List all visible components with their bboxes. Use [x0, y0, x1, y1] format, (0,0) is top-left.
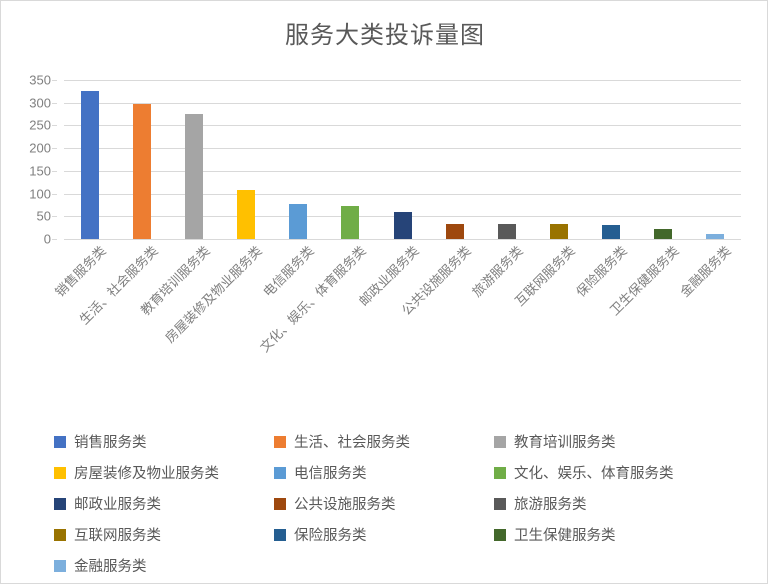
legend-item[interactable]: 邮政业服务类: [54, 493, 274, 514]
legend-item[interactable]: 房屋装修及物业服务类: [54, 462, 274, 483]
legend-item-label: 销售服务类: [74, 435, 147, 451]
legend-item-label: 旅游服务类: [514, 497, 587, 513]
gridline: [64, 80, 741, 81]
y-axis-tick-mark: [52, 239, 57, 240]
y-axis-tick-label: 0: [43, 231, 51, 247]
y-axis-tick-mark: [52, 102, 57, 104]
legend-item[interactable]: 销售服务类: [54, 431, 274, 452]
bar[interactable]: [133, 104, 152, 239]
bar[interactable]: [185, 114, 204, 239]
y-axis-tick-label: 250: [29, 117, 51, 133]
bar[interactable]: [653, 229, 672, 239]
legend-item[interactable]: 金融服务类: [54, 555, 274, 576]
y-axis-tick-label: 50: [36, 208, 51, 224]
x-axis-tick-label: 金融服务类: [677, 243, 734, 300]
y-axis-tick-label: 100: [29, 186, 51, 202]
legend-item[interactable]: 公共设施服务类: [274, 493, 494, 514]
legend-item-label: 房屋装修及物业服务类: [74, 466, 219, 482]
bar[interactable]: [341, 206, 360, 239]
legend-item[interactable]: 卫生保健服务类: [494, 524, 734, 545]
gridline: [64, 193, 741, 195]
legend-swatch-icon: [274, 497, 286, 510]
gridline: [64, 102, 741, 104]
bar[interactable]: [289, 204, 308, 239]
legend-item[interactable]: 教育培训服务类: [494, 431, 734, 452]
legend-item-label: 教育培训服务类: [514, 435, 616, 451]
legend-swatch-icon: [274, 435, 286, 448]
legend-item[interactable]: 旅游服务类: [494, 493, 734, 514]
legend-item-label: 文化、娱乐、体育服务类: [514, 466, 674, 482]
legend-item-label: 保险服务类: [294, 528, 367, 544]
y-axis-tick-mark: [52, 216, 57, 218]
gridline: [64, 148, 741, 150]
bar[interactable]: [237, 190, 256, 239]
legend-item-label: 卫生保健服务类: [514, 528, 616, 544]
legend-item-label: 金融服务类: [74, 559, 147, 575]
bar[interactable]: [393, 212, 412, 239]
x-axis-tick-label: 房屋装修及物业服务类: [162, 243, 265, 346]
legend-swatch-icon: [54, 559, 66, 572]
bar[interactable]: [601, 225, 620, 239]
legend-swatch-icon: [494, 435, 506, 448]
y-axis-tick-label: 150: [29, 163, 51, 179]
y-axis-tick-mark: [52, 170, 57, 172]
plot-wrapper: 350 300 250 200 150 100 50 0 销售服务类 生活、社会服务类 教育培训服…: [1, 1, 768, 421]
legend-swatch-icon: [274, 466, 286, 479]
legend-swatch-icon: [494, 528, 506, 541]
bars-layer: [64, 80, 741, 239]
bar[interactable]: [81, 91, 100, 239]
y-axis-tick-label: 350: [29, 72, 51, 88]
gridline: [64, 170, 741, 172]
y-axis: 350 300 250 200 150 100 50 0: [13, 73, 57, 247]
gridline: [64, 239, 741, 240]
legend-item[interactable]: 生活、社会服务类: [274, 431, 494, 452]
legend-item-label: 生活、社会服务类: [294, 435, 410, 451]
legend-item[interactable]: 文化、娱乐、体育服务类: [494, 462, 734, 483]
y-axis-tick-label: 200: [29, 140, 51, 156]
bar[interactable]: [705, 234, 724, 239]
legend-item-label: 邮政业服务类: [74, 497, 161, 513]
legend-item[interactable]: 电信服务类: [274, 462, 494, 483]
legend-swatch-icon: [494, 466, 506, 479]
chart-legend: 销售服务类 生活、社会服务类 教育培训服务类房屋装修及物业服务类 电信服务类 文化、娱乐…: [54, 426, 754, 581]
legend-swatch-icon: [54, 528, 66, 541]
bar[interactable]: [497, 223, 516, 239]
legend-swatch-icon: [274, 528, 286, 541]
bar[interactable]: [549, 224, 568, 239]
legend-swatch-icon: [494, 497, 506, 510]
legend-item-label: 电信服务类: [294, 466, 367, 482]
y-axis-tick-mark: [52, 148, 57, 150]
legend-item-label: 公共设施服务类: [294, 497, 396, 513]
chart-title: 服务大类投诉量图: [285, 22, 485, 49]
legend-swatch-icon: [54, 466, 66, 479]
x-axis: 销售服务类 生活、社会服务类 教育培训服务类 房屋装修及物业服务类 电信服务类 文化、娱乐…: [52, 241, 741, 416]
y-axis-tick-label: 300: [29, 95, 51, 111]
y-axis-tick-mark: [52, 80, 57, 81]
legend-item[interactable]: 互联网服务类: [54, 524, 274, 545]
legend-item[interactable]: 保险服务类: [274, 524, 494, 545]
gridline: [64, 125, 741, 127]
y-axis-tick-mark: [52, 125, 57, 127]
legend-swatch-icon: [54, 435, 66, 448]
legend-swatch-icon: [54, 497, 66, 510]
y-axis-tick-mark: [52, 193, 57, 195]
legend-item-label: 互联网服务类: [74, 528, 161, 544]
bar[interactable]: [445, 223, 464, 239]
